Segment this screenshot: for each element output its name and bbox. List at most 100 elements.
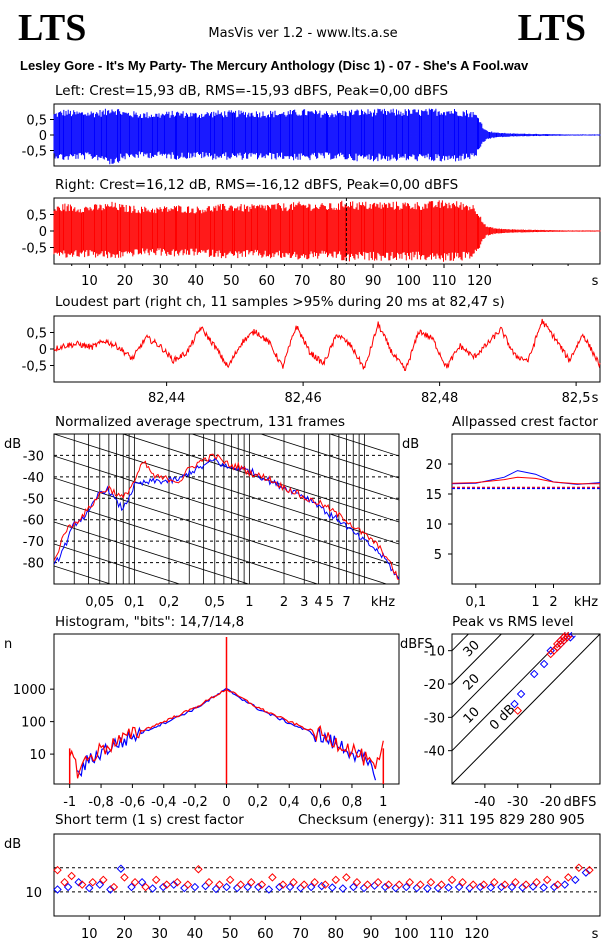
spectrum-slope-line <box>54 521 250 584</box>
shortterm-point-0 <box>137 877 147 887</box>
histogram-xtick-label: 1 <box>379 795 387 810</box>
spectrum-ytick-label: -70 <box>23 535 44 550</box>
peakrms-point-0 <box>510 699 519 709</box>
right-ytick-label: 0,5 <box>26 209 47 224</box>
loudest-xtick-label: 82,44 <box>148 391 185 406</box>
loudest-xtick-label: 82,48 <box>421 391 458 406</box>
shortterm-point-0 <box>380 882 390 892</box>
shortterm-point-1 <box>247 877 256 887</box>
shortterm-point-0 <box>571 875 580 885</box>
shortterm-point-1 <box>215 880 224 889</box>
shortterm-point-0 <box>190 882 200 892</box>
histogram-ytick-label: 100 <box>21 716 46 731</box>
right-channel-title: Right: Crest=16,12 dB, RMS=-16,12 dBFS, … <box>55 177 459 193</box>
right-xtick-label: 120 <box>467 274 492 289</box>
histogram-ytick-label: 1000 <box>13 683 46 698</box>
spectrum-slope-line <box>54 302 399 412</box>
shortterm-point-0 <box>275 882 284 892</box>
shortterm-point-1 <box>394 880 404 889</box>
peakrms-xtick-label: -30 <box>507 795 528 810</box>
spectrum-ytick-label: -80 <box>23 557 44 572</box>
histogram-xtick-label: 0,2 <box>248 795 269 810</box>
shortterm-point-1 <box>532 877 541 887</box>
right-xtick-label: 50 <box>223 274 240 289</box>
shortterm-point-1 <box>194 864 203 874</box>
right-xtick-label: 70 <box>294 274 311 289</box>
histogram-xtick-label: -1 <box>63 795 76 810</box>
histogram-title: Histogram, "bits": 14,7/14,8 <box>55 614 245 630</box>
shortterm-xunit-label: s <box>592 927 599 942</box>
shortterm-frame <box>53 833 601 917</box>
peakrms-diagonal <box>452 634 600 784</box>
spectrum-series-1 <box>54 453 399 581</box>
peakrms-ytick-label: -40 <box>424 745 445 760</box>
spectrum-slope-line <box>54 499 319 584</box>
shortterm-point-0 <box>560 880 570 889</box>
track-title: Lesley Gore - It's My Party- The Mercury… <box>20 58 529 73</box>
peakrms-ylabel: dBFS <box>400 637 433 652</box>
spectrum-xunit-label: kHz <box>371 595 395 610</box>
right-waveform <box>53 200 601 262</box>
allpass-ytick-label: 10 <box>425 518 442 533</box>
short-term-title: Short term (1 s) crest factor <box>55 812 244 828</box>
spectrum-ytick-label: -50 <box>23 492 44 507</box>
shortterm-point-0 <box>232 883 242 893</box>
peakrms-diagonal <box>452 634 470 652</box>
shortterm-point-0 <box>53 885 62 894</box>
shortterm-point-1 <box>278 880 288 889</box>
shortterm-point-1 <box>109 882 119 892</box>
peakrms-ytick-label: -10 <box>424 645 445 660</box>
shortterm-xtick-label: 30 <box>151 927 168 942</box>
shortterm-point-1 <box>352 877 362 887</box>
shortterm-point-1 <box>236 880 245 889</box>
histogram-xtick-label: 0,4 <box>279 795 300 810</box>
histogram-ytick-label: 10 <box>29 748 46 763</box>
shortterm-point-0 <box>507 882 517 892</box>
shortterm-point-0 <box>402 882 411 892</box>
shortterm-xtick-label: 60 <box>257 927 274 942</box>
shortterm-point-1 <box>183 880 193 889</box>
peakrms-diagonal <box>452 634 503 685</box>
app-version: MasVis ver 1.2 - www.lts.a.se <box>208 26 398 41</box>
shortterm-point-0 <box>127 882 136 892</box>
histogram-xtick-label: -0,8 <box>88 795 113 810</box>
shortterm-point-0 <box>454 882 464 892</box>
left-channel-title: Left: Crest=15,93 dB, RMS=-15,93 dBFS, P… <box>55 83 449 99</box>
shortterm-point-1 <box>542 875 552 885</box>
shortterm-point-0 <box>549 882 559 892</box>
allpass-frame <box>451 433 601 585</box>
shortterm-point-0 <box>116 864 126 873</box>
shortterm-point-1 <box>363 880 372 889</box>
loudest-ytick-label: 0,5 <box>26 327 47 342</box>
shortterm-point-0 <box>412 883 422 893</box>
peakrms-diagonal <box>452 634 568 752</box>
right-xunit-label: s <box>592 274 599 289</box>
shortterm-point-0 <box>328 883 337 892</box>
spectrum-xtick-label: 2 <box>280 595 288 610</box>
shortterm-point-1 <box>585 865 594 875</box>
shortterm-ylabel: dB <box>4 837 21 852</box>
shortterm-point-0 <box>243 882 252 892</box>
shortterm-point-1 <box>204 877 214 887</box>
shortterm-point-1 <box>468 880 478 889</box>
shortterm-xtick-label: 100 <box>394 927 419 942</box>
shortterm-point-1 <box>342 873 351 882</box>
shortterm-xtick-label: 110 <box>429 927 454 942</box>
spectrum-xtick-label: 0,2 <box>159 595 180 610</box>
shortterm-point-1 <box>479 880 488 889</box>
left-ytick-label: 0 <box>39 129 47 144</box>
shortterm-point-0 <box>338 884 348 893</box>
checksum-text: Checksum (energy): 311 195 829 280 905 <box>298 812 585 828</box>
shortterm-point-0 <box>74 877 83 887</box>
shortterm-point-0 <box>95 880 105 889</box>
right-xtick-label: 60 <box>258 274 275 289</box>
shortterm-point-1 <box>257 880 267 889</box>
shortterm-point-0 <box>84 883 94 893</box>
allpass-xtick-label: 0,1 <box>465 595 486 610</box>
shortterm-point-0 <box>106 885 115 894</box>
shortterm-point-0 <box>581 868 591 877</box>
shortterm-point-0 <box>222 882 231 892</box>
peakrms-xunit-label: dBFS <box>564 795 597 810</box>
peakrms-diagonal-label: 20 <box>461 671 483 693</box>
